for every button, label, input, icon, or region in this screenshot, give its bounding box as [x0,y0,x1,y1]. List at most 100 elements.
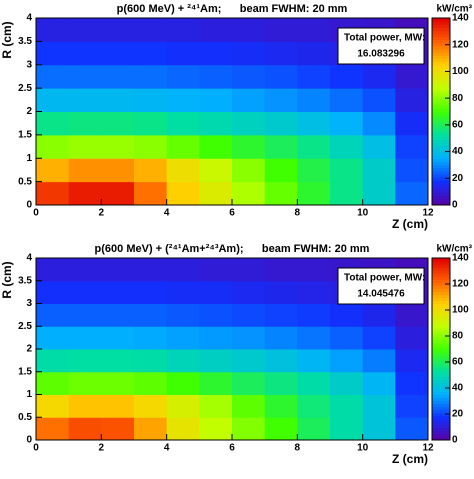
x-axis-label: Z (cm) [392,452,428,466]
y-tick-label: 0.5 [18,412,32,423]
colorbar-segment [432,282,450,286]
heat-cell [330,371,364,395]
heat-cell [101,303,135,327]
heat-cell [166,41,200,66]
y-tick-label: 0 [26,200,32,211]
heat-cell [264,64,298,89]
heat-cell [264,258,298,282]
colorbar-segment [432,367,450,371]
heat-cell [264,349,298,373]
y-tick-label: 2.5 [18,321,32,332]
heat-cell [36,349,70,373]
heat-cell [36,18,70,42]
colorbar-label: kW/cm³ [436,4,472,15]
heat-cell [297,41,331,66]
colorbar-segment [432,18,450,22]
colorbar-segment [432,397,450,402]
colorbar-segment [432,46,450,50]
colorbar-segment [432,342,450,347]
heat-cell [36,41,70,66]
colorbar-tick-label: 100 [452,305,469,316]
colorbar-segment [432,27,450,31]
heat-cell [264,303,298,327]
colorbar-segment [432,430,450,435]
colorbar-segment [432,139,450,144]
heat-cell [232,41,266,66]
colorbar-segment [432,379,450,383]
heat-cell [101,371,135,395]
heat-cell [199,64,233,89]
y-tick-label: 1.5 [18,130,32,141]
heat-cell [232,303,266,327]
heat-cell [68,258,102,282]
heat-cell [330,158,364,183]
heat-cell [101,181,135,206]
heat-cell [362,394,396,418]
heat-cell [264,371,298,395]
x-tick-label: 2 [99,443,105,454]
colorbar-segment [432,24,450,28]
heat-cell [330,111,364,136]
heat-cell [101,394,135,418]
y-tick-label: 3 [26,298,32,309]
heat-cell [199,134,233,159]
colorbar-segment [432,352,450,356]
heat-cell [68,326,102,350]
y-tick-label: 2 [26,106,32,117]
colorbar-segment [432,327,450,332]
heat-cell [166,158,200,183]
heat-cell [330,303,364,327]
heat-cell [36,181,70,206]
colorbar-segment [432,183,450,187]
colorbar-segment [432,333,450,338]
heat-cell [362,158,396,183]
x-axis-label: Z (cm) [392,217,428,231]
colorbar-segment [432,155,450,159]
heat-cell [166,258,200,282]
heat-cell [232,88,266,112]
heat-cell [166,371,200,395]
heat-cell [395,134,429,159]
heat-cell [330,64,364,89]
colorbar-tick-label: 0 [452,200,458,211]
colorbar-tick-label: 80 [452,93,464,104]
annotation-box [337,267,425,305]
colorbar-segment [432,361,450,365]
heat-cell [395,181,429,206]
colorbar-tick-label: 80 [452,331,464,342]
colorbar-label: kW/cm³ [436,244,472,255]
colorbar-segment [432,294,450,298]
heat-cell [232,18,266,42]
heat-cell [362,134,396,159]
colorbar-segment [432,176,450,181]
heat-cell [134,134,168,159]
heat-cell [395,394,429,418]
colorbar-segment [432,152,450,156]
heat-cell [199,41,233,66]
heat-cell [68,41,102,66]
heat-cell [330,88,364,112]
heat-cell [330,417,364,441]
colorbar-segment [432,324,450,329]
heat-cell [264,417,298,441]
heat-cell [362,64,396,89]
colorbar-segment [432,70,450,75]
colorbar-segment [432,127,450,131]
heat-cell [134,64,168,89]
colorbar-segment [432,388,450,392]
heat-cell [101,349,135,373]
heat-cell [199,349,233,373]
annotation-value: 16.083296 [357,49,405,60]
y-tick-label: 3.5 [18,275,32,286]
heat-cell [134,158,168,183]
colorbar-segment [432,198,450,203]
colorbar-segment [432,145,450,150]
heat-cell [68,417,102,441]
y-tick-label: 3 [26,59,32,70]
colorbar-segment [432,270,450,274]
colorbar-segment [432,95,450,100]
colorbar-segment [432,33,450,38]
annotation-value: 14.045476 [357,289,405,300]
heat-cell [199,158,233,183]
colorbar-segment [432,55,450,60]
